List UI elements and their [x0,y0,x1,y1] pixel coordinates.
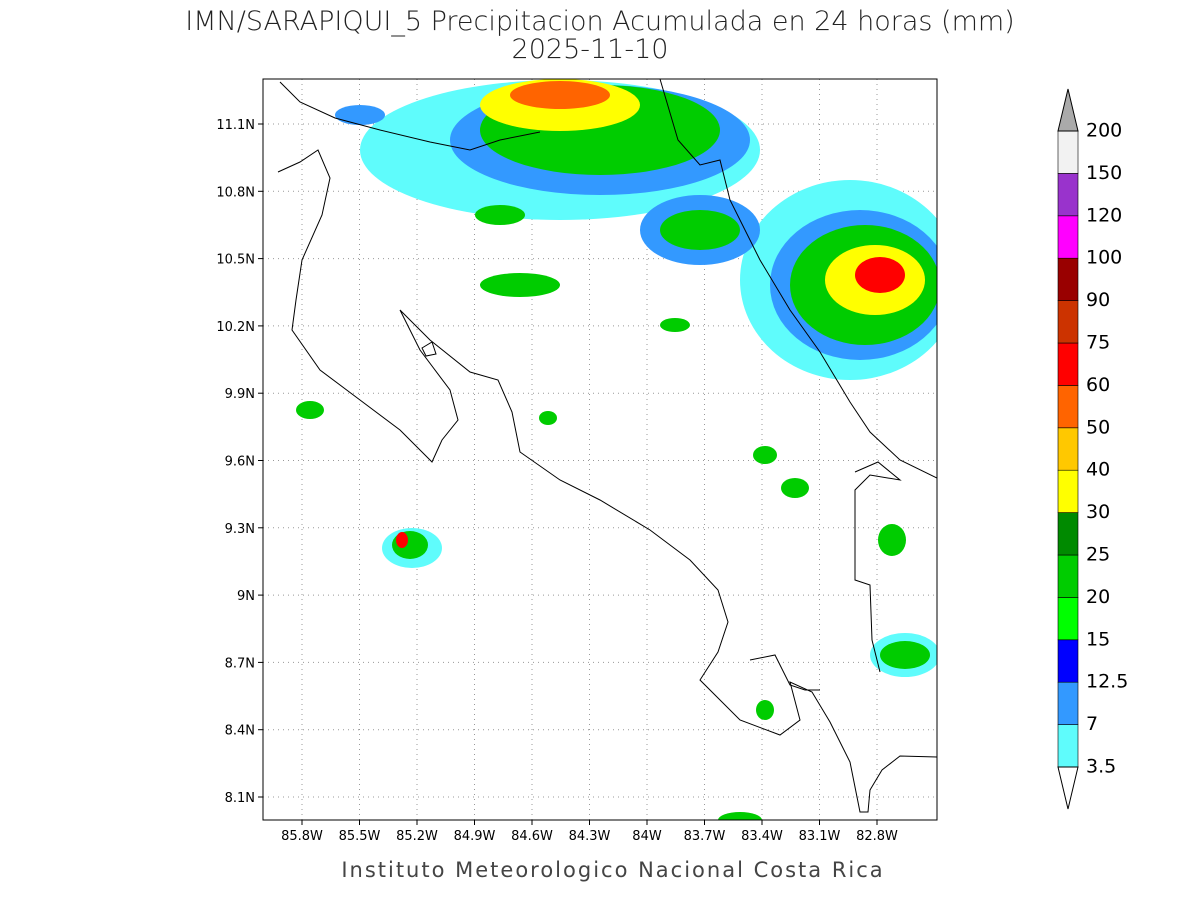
coastline [277,149,937,813]
rain-area [753,446,777,464]
lat-label: 8.1N [225,791,255,806]
title: IMN/SARAPIQUI_5 Precipitacion Acumulada … [185,6,1014,37]
rain-area [510,81,610,109]
map-frame [262,78,938,821]
rain-area [480,273,560,297]
lon-label: 84W [632,829,662,844]
lat-label: 9N [237,589,255,604]
colorbar-swatch [1057,215,1079,259]
rain-area [475,205,525,225]
rain-area [781,478,809,498]
colorbar-swatch [1057,512,1079,556]
lat-label: 11.1N [216,118,255,133]
lon-label: 84.9W [454,829,496,844]
colorbar-label: 25 [1086,544,1110,566]
colorbar-over [1057,88,1079,132]
rain-area [335,105,385,125]
rain-area [855,257,905,293]
coastlines [277,79,937,813]
date: 2025-11-10 [512,34,669,65]
colorbar-swatch [1057,639,1079,683]
colorbar-swatch [1057,469,1079,513]
lon-label: 83.1W [799,829,841,844]
colorbar-swatch [1057,681,1079,725]
colorbar-label: 20 [1086,586,1110,608]
colorbar-label: 50 [1086,416,1110,438]
lake [421,341,437,357]
coastline [659,79,937,479]
colorbar-label: 150 [1086,162,1122,184]
colorbar-label: 90 [1086,289,1110,311]
lat-label: 9.9N [225,387,255,402]
lon-label: 83.4W [741,829,783,844]
lat-label: 10.8N [216,185,255,200]
rain-area [660,210,740,250]
colorbar-label: 7 [1086,713,1098,735]
lat-label: 10.5N [216,253,255,268]
lat-label: 8.7N [225,656,255,671]
lon-label: 83.7W [684,829,726,844]
axis-labels: 11.1N 10.8N 10.5N 10.2N 9.9N 9.6N 9.3N 9N 8.7N 8.… [216,118,898,844]
lon-label: 82.8W [856,829,898,844]
lat-label: 9.3N [225,522,255,537]
colorbar-label: 40 [1086,459,1110,481]
colorbar-swatch [1057,173,1079,217]
rain-area [396,532,408,548]
coastline [749,654,820,691]
lon-label: 85.2W [396,829,438,844]
lat-label: 8.4N [225,724,255,739]
colorbar-swatch [1057,385,1079,429]
colorbar-swatch [1057,342,1079,386]
border [854,461,902,673]
lat-label: 10.2N [216,320,255,335]
colorbar-label: 3.5 [1086,756,1116,778]
coastline [279,81,541,151]
colorbar-swatch [1057,300,1079,344]
colorbar-swatch [1057,597,1079,641]
colorbar-swatch [1057,724,1079,768]
colorbar-label: 15 [1086,628,1110,650]
lon-label: 85.5W [339,829,381,844]
rain-area [880,641,930,669]
lon-label: 84.6W [511,829,553,844]
colorbar-label: 200 [1086,120,1122,142]
colorbar-under [1057,766,1079,810]
colorbar-swatch [1057,130,1079,174]
colorbar-swatch [1057,257,1079,301]
precipitation [296,79,937,820]
lon-label: 84.3W [569,829,611,844]
colorbar-label: 75 [1086,332,1110,354]
colorbar: 3.5 7 12.5 15 20 25 30 40 50 60 75 90 100 120 150 200 [1057,88,1128,810]
lon-label: 85.8W [281,829,323,844]
colorbar-swatch [1057,427,1079,471]
rain-area [718,812,762,820]
rain-area [660,318,690,332]
rain-area [878,524,906,556]
colorbar-label: 12.5 [1086,671,1128,693]
rain-area [539,411,557,425]
grid [263,79,937,820]
lat-label: 9.6N [225,455,255,470]
colorbar-label: 100 [1086,247,1122,269]
colorbar-swatch [1057,554,1079,598]
colorbar-label: 30 [1086,501,1110,523]
rain-area [296,401,324,419]
rain-area [756,700,774,720]
colorbar-label: 60 [1086,374,1110,396]
footer: Instituto Meteorologico Nacional Costa R… [341,858,884,882]
colorbar-label: 120 [1086,204,1122,226]
